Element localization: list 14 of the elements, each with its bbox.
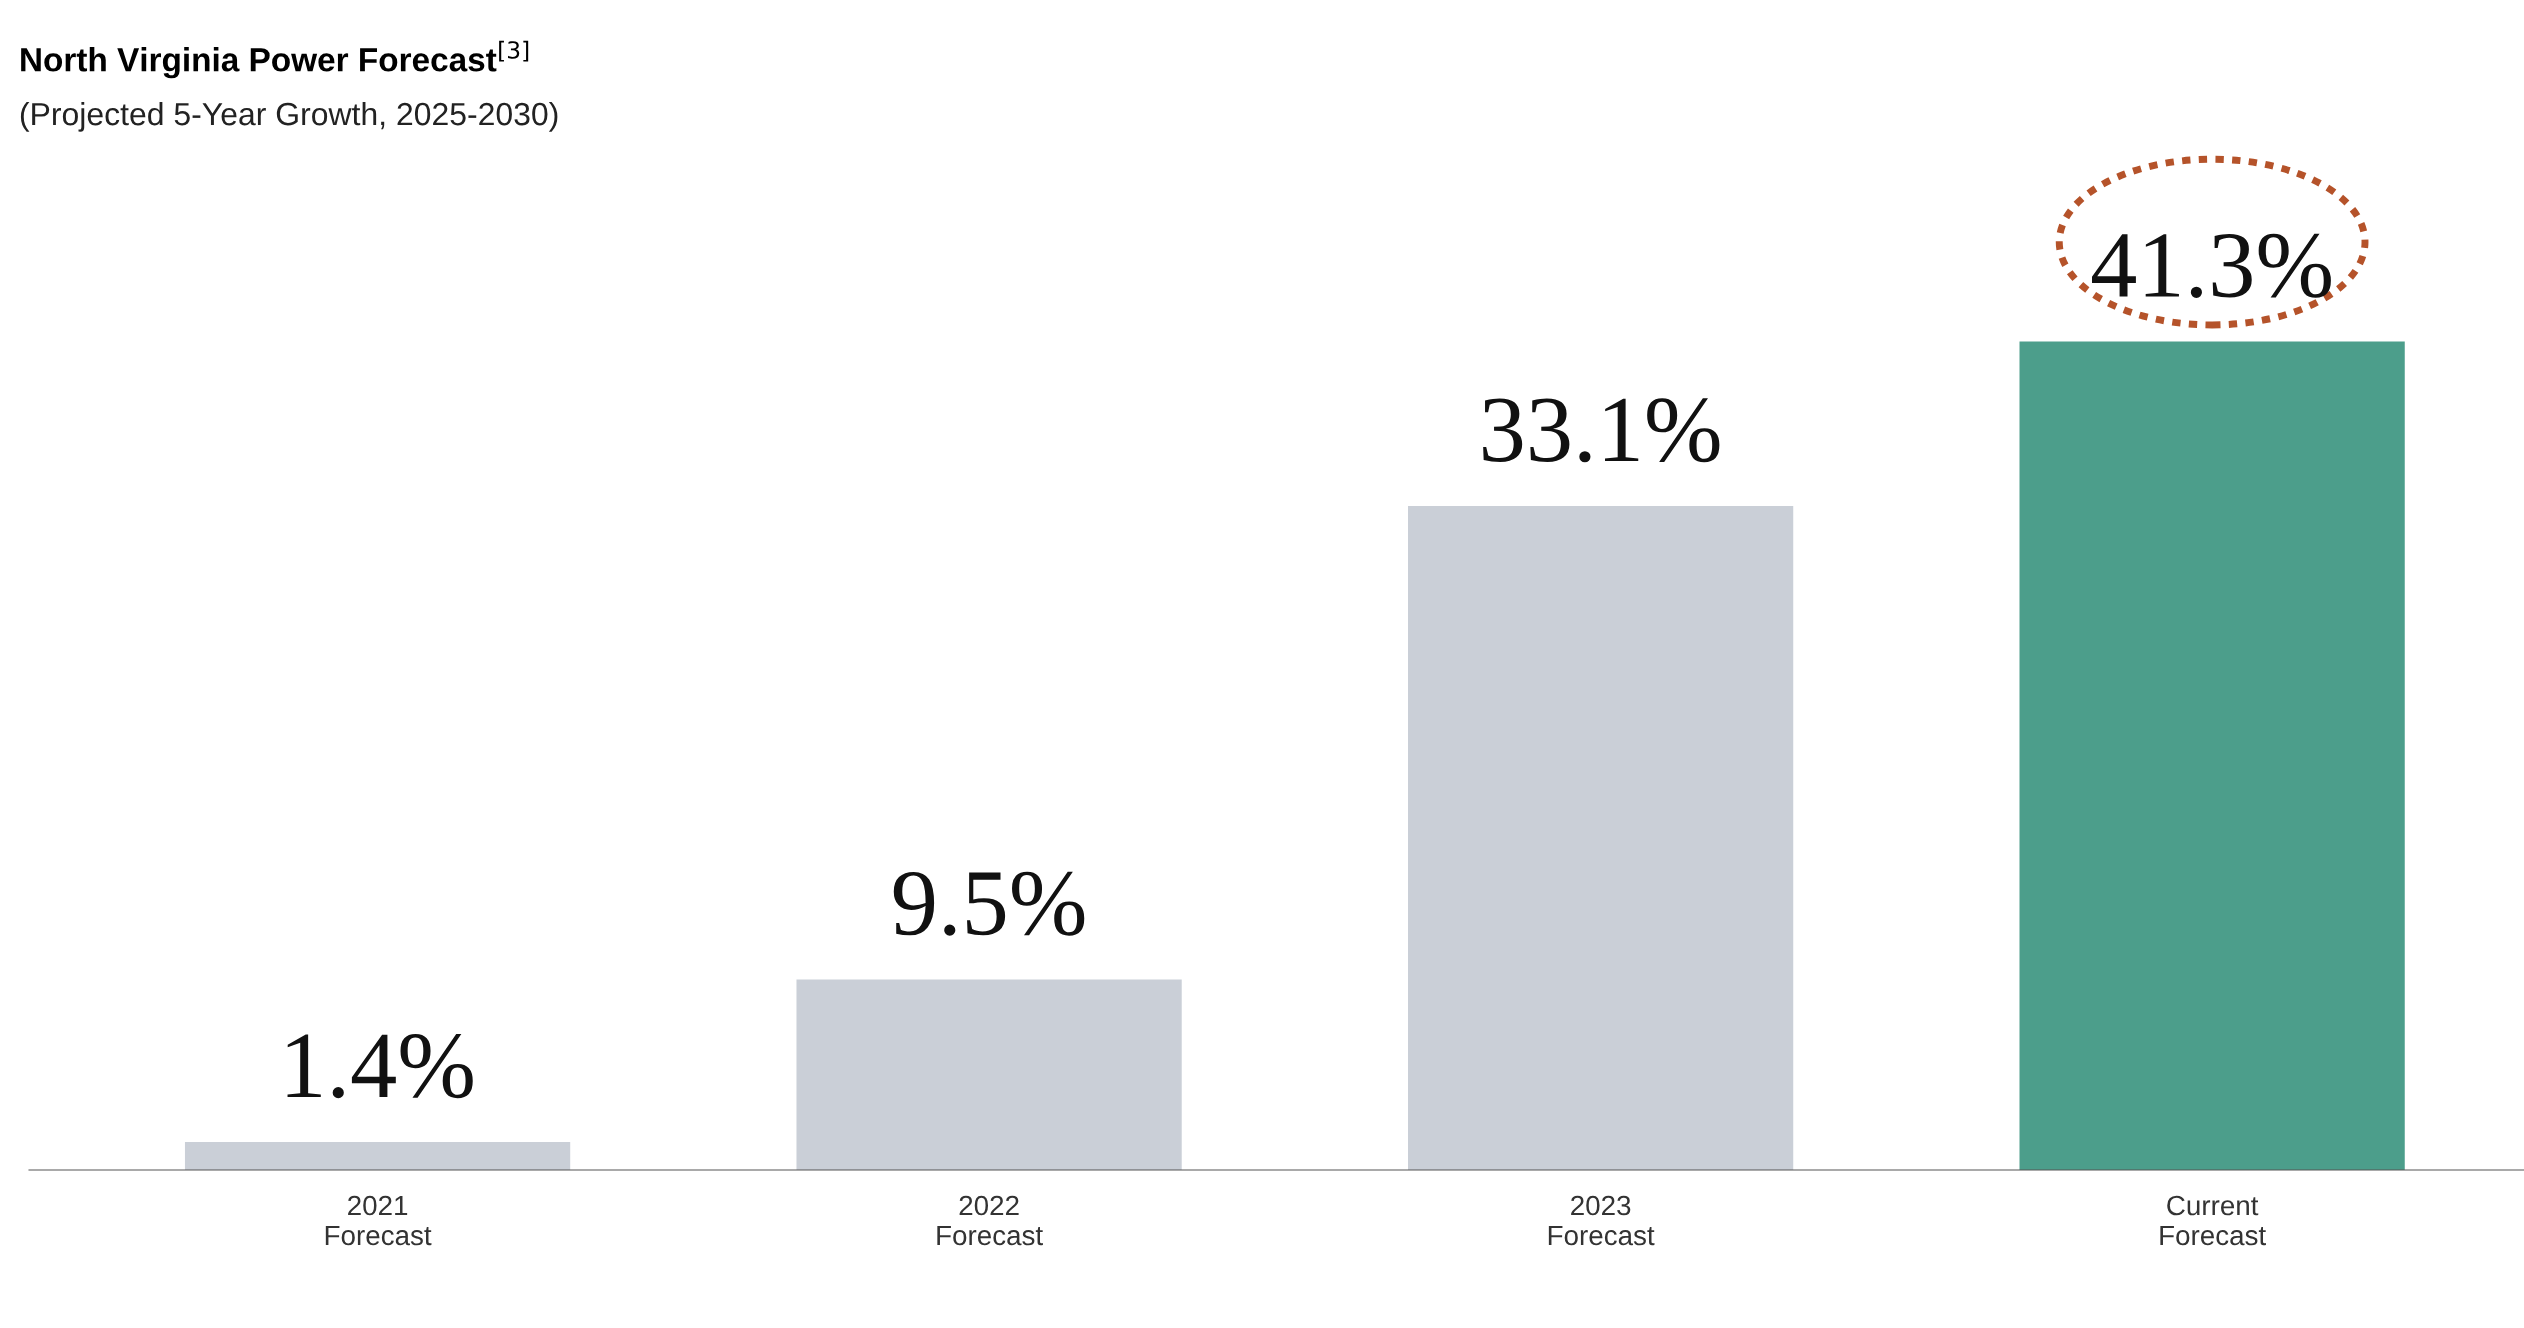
x-tick-label: Current Forecast: [2160, 1195, 2266, 1246]
x-tick-label: 2022 Forecast: [937, 1195, 1043, 1246]
bar: [1407, 505, 1794, 1170]
bar: [184, 1141, 571, 1170]
data-label: 41.3%: [2092, 233, 2331, 298]
data-label: 9.5%: [893, 871, 1085, 936]
x-tick-label: 2021 Forecast: [325, 1195, 432, 1246]
x-tick-label: 2023 Forecast: [1548, 1195, 1655, 1246]
data-label: 1.4%: [287, 1034, 473, 1099]
data-label: 33.1%: [1483, 398, 1720, 463]
bar: [2019, 341, 2405, 1170]
chart-subtitle: (Projected 5-Year Growth, 2025-2030): [20, 101, 558, 132]
chart-title: North Virginia Power Forecast$^{[3]}$: [21, 40, 529, 79]
bar: [796, 979, 1182, 1170]
